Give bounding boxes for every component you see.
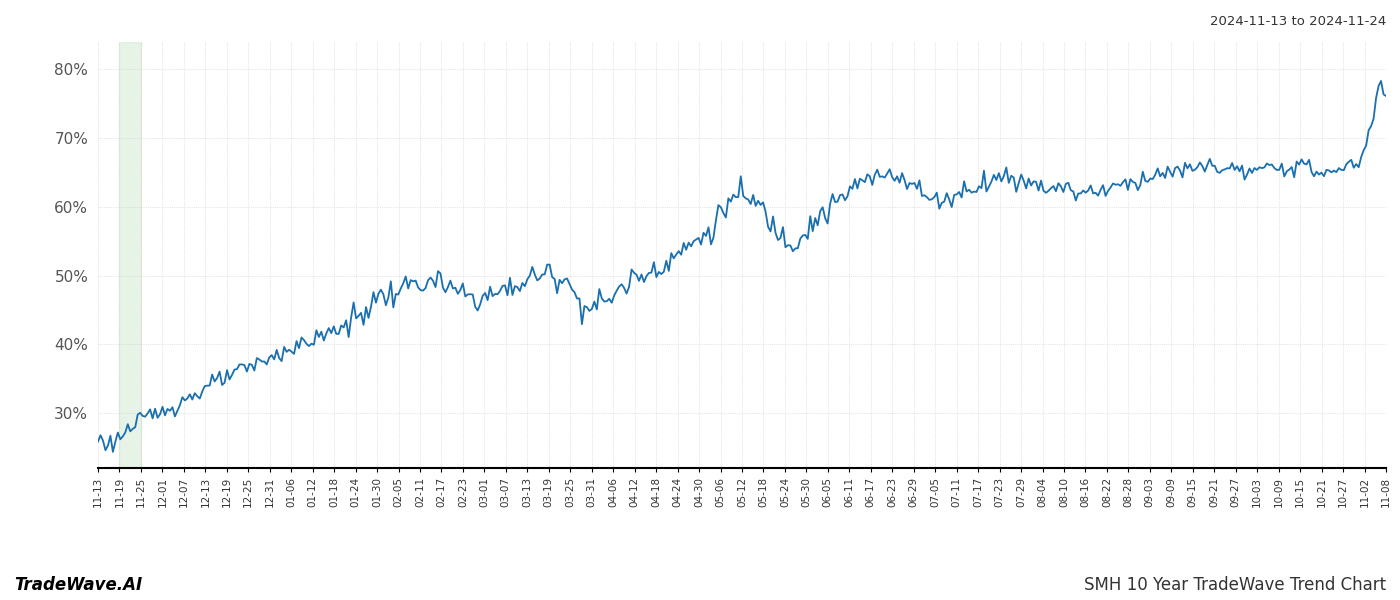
- Text: SMH 10 Year TradeWave Trend Chart: SMH 10 Year TradeWave Trend Chart: [1084, 576, 1386, 594]
- Bar: [119, 42, 141, 468]
- Text: TradeWave.AI: TradeWave.AI: [14, 576, 143, 594]
- Text: 2024-11-13 to 2024-11-24: 2024-11-13 to 2024-11-24: [1210, 15, 1386, 28]
